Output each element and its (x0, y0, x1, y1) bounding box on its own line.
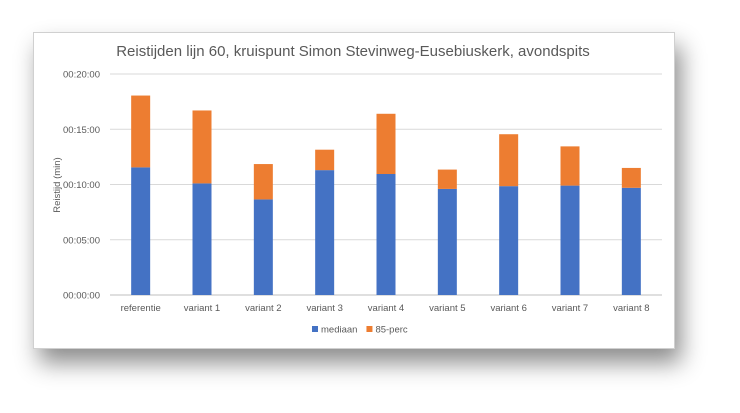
bar-mediaan (131, 167, 151, 295)
bar-mediaan (621, 187, 641, 295)
x-tick-label: variant 7 (552, 303, 588, 314)
y-tick-label: 00:10:00 (63, 180, 100, 191)
bar-mediaan (315, 170, 335, 295)
bar-mediaan (253, 199, 273, 295)
bar-85-perc (315, 149, 335, 171)
x-tick-label: variant 1 (184, 303, 220, 314)
bar-mediaan (499, 186, 519, 295)
x-tick-label: variant 2 (245, 303, 281, 314)
legend-swatch (312, 326, 318, 332)
bar-85-perc (621, 167, 641, 188)
y-tick-label: 00:00:00 (63, 291, 100, 302)
y-tick-label: 00:20:00 (63, 70, 100, 81)
x-tick-label: variant 6 (490, 303, 526, 314)
legend-swatch (366, 326, 373, 332)
bar-mediaan (560, 185, 580, 295)
x-tick-label: variant 5 (429, 303, 465, 314)
x-tick-label: referentie (121, 303, 161, 314)
y-tick-label: 00:05:00 (63, 235, 100, 246)
y-tick-label: 00:15:00 (63, 125, 100, 136)
bar-mediaan (376, 174, 396, 295)
bar-85-perc (192, 110, 212, 184)
bar-85-perc (131, 95, 151, 168)
legend-label: 85-perc (375, 325, 407, 336)
bar-85-perc (253, 164, 273, 200)
bar-85-perc (437, 169, 457, 189)
x-tick-label: variant 8 (613, 303, 649, 314)
y-axis-label: Reistijd (min) (52, 157, 63, 212)
bar-mediaan (192, 183, 212, 295)
legend-label: mediaan (321, 325, 357, 336)
chart-title: Reistijden lijn 60, kruispunt Simon Stev… (116, 43, 590, 60)
x-tick-label: variant 4 (368, 303, 404, 314)
bar-85-perc (560, 146, 580, 186)
x-tick-label: variant 3 (306, 303, 342, 314)
bar-mediaan (437, 188, 457, 295)
bar-85-perc (376, 113, 396, 175)
bar-85-perc (499, 134, 519, 187)
